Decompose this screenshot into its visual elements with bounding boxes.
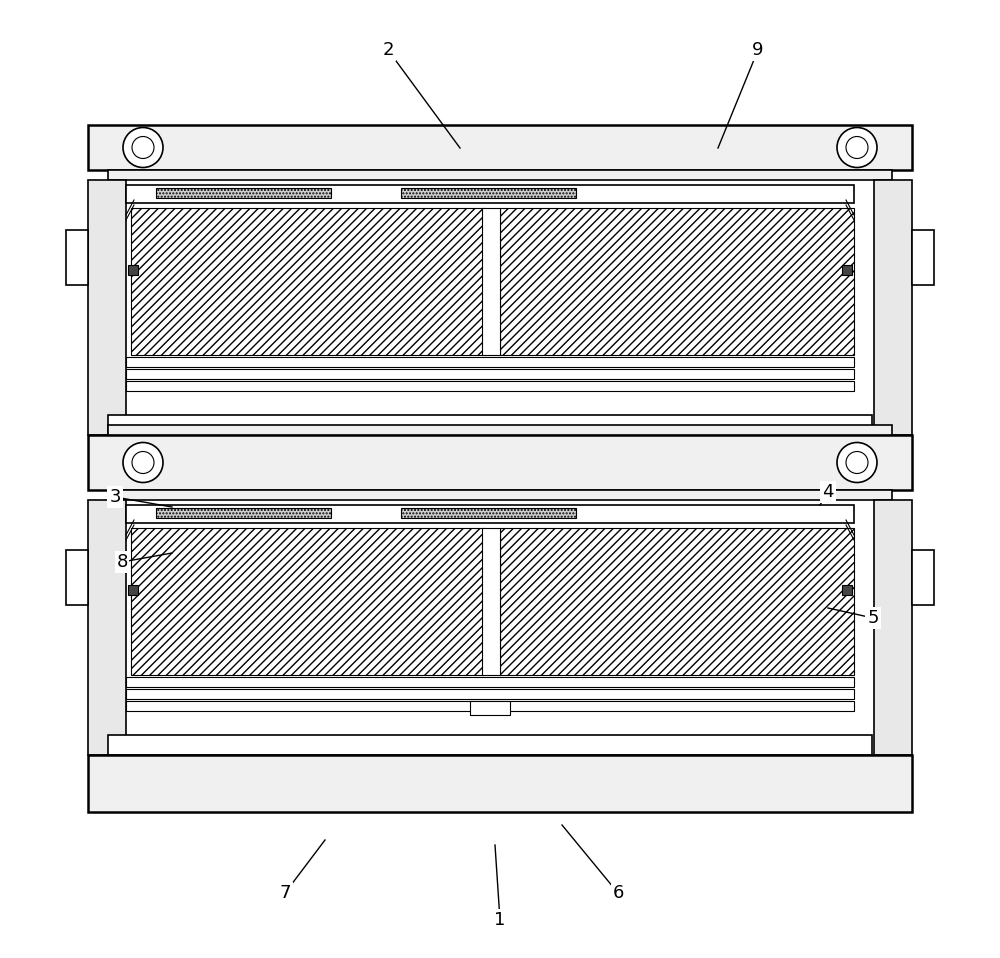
- Bar: [912, 550, 934, 605]
- Bar: [131, 528, 485, 675]
- Bar: [88, 500, 126, 755]
- Bar: [128, 265, 138, 275]
- Bar: [842, 265, 852, 275]
- Circle shape: [846, 136, 868, 158]
- Circle shape: [132, 136, 154, 158]
- Bar: [126, 701, 854, 711]
- Bar: [156, 188, 331, 198]
- Bar: [126, 505, 854, 523]
- Bar: [128, 585, 138, 595]
- Bar: [470, 422, 510, 436]
- Text: 3: 3: [109, 488, 121, 506]
- Text: 2: 2: [382, 41, 394, 59]
- Bar: [108, 425, 892, 435]
- Text: 9: 9: [752, 41, 764, 59]
- Text: 7: 7: [279, 884, 291, 902]
- Circle shape: [837, 443, 877, 483]
- Bar: [88, 180, 126, 435]
- Text: 1: 1: [494, 911, 506, 929]
- Bar: [874, 180, 912, 435]
- Bar: [88, 435, 912, 490]
- Text: 4: 4: [822, 483, 834, 501]
- Bar: [126, 689, 854, 699]
- Circle shape: [132, 451, 154, 473]
- Text: 6: 6: [612, 884, 624, 902]
- Circle shape: [837, 127, 877, 168]
- Bar: [482, 528, 500, 675]
- Text: 8: 8: [116, 553, 128, 571]
- Bar: [108, 735, 872, 755]
- Bar: [108, 490, 892, 500]
- Bar: [874, 500, 912, 755]
- Bar: [500, 528, 854, 675]
- Bar: [156, 508, 331, 518]
- Bar: [131, 208, 485, 355]
- Bar: [88, 755, 912, 812]
- Bar: [401, 508, 576, 518]
- Bar: [126, 357, 854, 367]
- Bar: [401, 188, 576, 198]
- Bar: [88, 125, 912, 170]
- Bar: [126, 185, 854, 203]
- Bar: [482, 208, 500, 355]
- Circle shape: [123, 127, 163, 168]
- Bar: [500, 208, 854, 355]
- Bar: [66, 230, 88, 285]
- Bar: [842, 585, 852, 595]
- Text: 5: 5: [867, 609, 879, 627]
- Bar: [108, 415, 872, 435]
- Bar: [912, 230, 934, 285]
- Bar: [470, 701, 510, 715]
- Bar: [126, 369, 854, 379]
- Bar: [126, 677, 854, 687]
- Bar: [108, 170, 892, 180]
- Circle shape: [123, 443, 163, 483]
- Circle shape: [846, 451, 868, 473]
- Bar: [126, 381, 854, 391]
- Bar: [66, 550, 88, 605]
